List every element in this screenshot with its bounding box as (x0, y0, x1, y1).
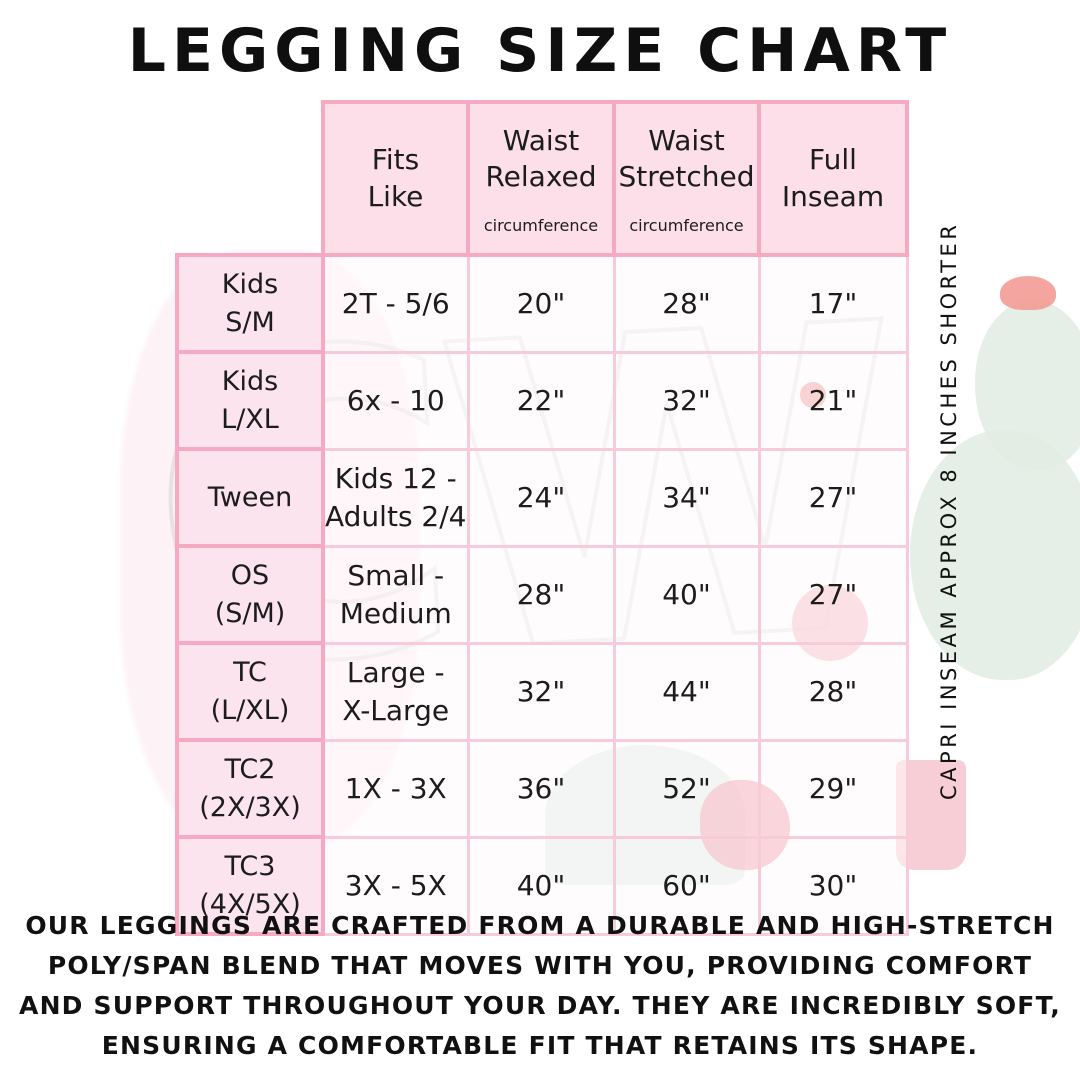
page-title: LEGGING SIZE CHART (127, 16, 953, 86)
waist-stretched-cell: 32" (612, 350, 761, 451)
waist-relaxed-cell: 20" (466, 253, 616, 354)
row-label: TC (L/XL) (175, 641, 325, 743)
row-label: TC2 (2X/3X) (175, 738, 325, 840)
corner-cell (177, 102, 323, 255)
col-header-label: Waist Stretched (618, 124, 755, 194)
waist-relaxed-cell: 22" (466, 350, 616, 451)
cactus-flower-watermark (1000, 276, 1056, 310)
waist-relaxed-cell: 40" (466, 835, 616, 936)
table-row-kids-lxl: Kids L/XL 6x - 10 22" 32" 21" (175, 350, 909, 452)
row-label: Kids L/XL (175, 350, 325, 452)
capri-inseam-note: CAPRI INSEAM APPROX 8 INCHES SHORTER (937, 221, 961, 801)
row-label: Tween (175, 447, 325, 549)
col-header-subtext: circumference (483, 215, 599, 235)
product-description: OUR LEGGINGS ARE CRAFTED FROM A DURABLE … (0, 906, 1080, 1066)
fits-like-cell: 6x - 10 (321, 350, 470, 451)
header-row: Fits Like Waist Relaxed circumference Wa… (177, 99, 909, 258)
col-header-waist-stretched: Waist Stretched circumference (612, 99, 761, 258)
waist-relaxed-cell: 24" (466, 447, 616, 548)
col-header-label: Fits Like (367, 143, 424, 213)
col-header-fits-like: Fits Like (321, 99, 470, 258)
description-line: AND SUPPORT THROUGHOUT YOUR DAY. THEY AR… (19, 991, 1061, 1020)
cactus-watermark-pad (910, 430, 1080, 680)
fits-like-cell: Kids 12 - Adults 2/4 (321, 447, 470, 548)
waist-relaxed-cell: 36" (466, 738, 616, 839)
waist-stretched-cell: 60" (612, 835, 761, 936)
fits-like-cell: 2T - 5/6 (321, 253, 470, 354)
description-line: OUR LEGGINGS ARE CRAFTED FROM A DURABLE … (25, 911, 1055, 940)
table-row-tween: Tween Kids 12 - Adults 2/4 24" 34" 27" (175, 447, 909, 549)
fits-like-cell: 3X - 5X (321, 835, 470, 936)
table-row-tc: TC (L/XL) Large - X-Large 32" 44" 28" (175, 641, 909, 743)
size-table: Fits Like Waist Relaxed circumference Wa… (175, 99, 909, 937)
waist-stretched-cell: 44" (612, 641, 761, 742)
fits-like-cell: 1X - 3X (321, 738, 470, 839)
full-inseam-cell: 27" (757, 544, 909, 645)
waist-stretched-cell: 28" (612, 253, 761, 354)
col-header-label: Waist Relaxed (485, 124, 597, 194)
cactus-pot-watermark (896, 760, 966, 870)
waist-relaxed-cell: 28" (466, 544, 616, 645)
table-row-tc2: TC2 (2X/3X) 1X - 3X 36" 52" 29" (175, 738, 909, 840)
table-row-kids-sm: Kids S/M 2T - 5/6 20" 28" 17" (175, 253, 909, 355)
description-line: POLY/SPAN BLEND THAT MOVES WITH YOU, PRO… (47, 951, 1033, 980)
waist-stretched-cell: 40" (612, 544, 761, 645)
full-inseam-cell: 17" (757, 253, 909, 354)
row-label: TC3 (4X/5X) (175, 835, 325, 937)
full-inseam-cell: 29" (757, 738, 909, 839)
full-inseam-cell: 21" (757, 350, 909, 451)
col-header-subtext: circumference (629, 215, 744, 235)
table-row-os: OS (S/M) Small - Medium 28" 40" 27" (175, 544, 909, 646)
col-header-label: Full Inseam (781, 143, 885, 213)
waist-stretched-cell: 52" (612, 738, 761, 839)
table-row-tc3: TC3 (4X/5X) 3X - 5X 40" 60" 30" (175, 835, 909, 937)
col-header-waist-relaxed: Waist Relaxed circumference (466, 99, 616, 258)
waist-stretched-cell: 34" (612, 447, 761, 548)
fits-like-cell: Small - Medium (321, 544, 470, 645)
col-header-full-inseam: Full Inseam (757, 99, 909, 258)
full-inseam-cell: 27" (757, 447, 909, 548)
full-inseam-cell: 30" (757, 835, 909, 936)
fits-like-cell: Large - X-Large (321, 641, 470, 742)
description-line: ENSURING A COMFORTABLE FIT THAT RETAINS … (101, 1031, 979, 1060)
row-label: Kids S/M (175, 253, 325, 355)
full-inseam-cell: 28" (757, 641, 909, 742)
row-label: OS (S/M) (175, 544, 325, 646)
waist-relaxed-cell: 32" (466, 641, 616, 742)
